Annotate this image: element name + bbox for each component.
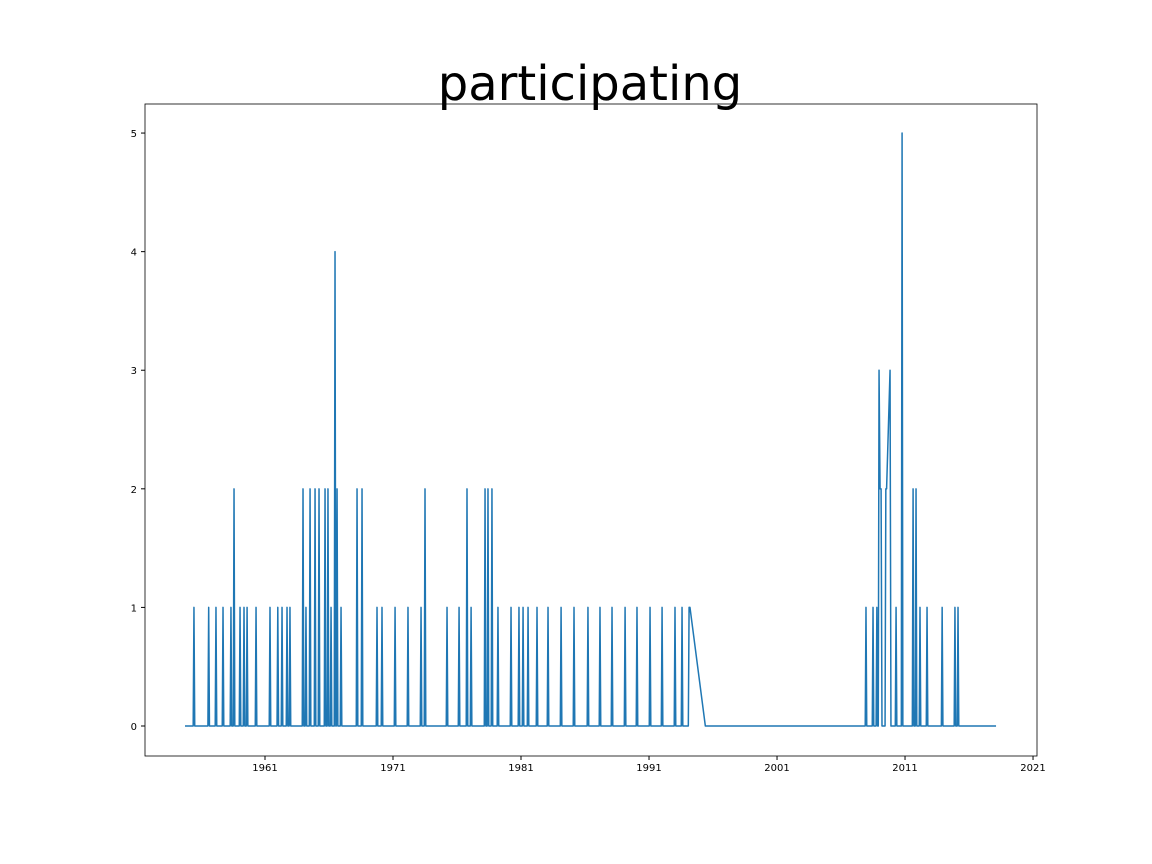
plot-frame: [144, 103, 1038, 757]
x-tick-label: 1981: [508, 763, 533, 774]
y-tick-label: 3: [131, 366, 137, 377]
x-tick-label: 1971: [380, 763, 405, 774]
series-line: [185, 132, 997, 727]
x-tick-label: 2021: [1020, 763, 1045, 774]
y-tick-label: 1: [131, 603, 137, 614]
y-tick-label: 5: [131, 129, 137, 140]
y-tick-label: 0: [131, 722, 137, 733]
y-tick-label: 2: [131, 485, 137, 496]
chart-title: participating: [438, 56, 742, 112]
x-tick-label: 1961: [252, 763, 277, 774]
y-tick-label: 4: [131, 248, 137, 259]
x-tick-label: 2001: [764, 763, 789, 774]
x-tick-label: 2011: [892, 763, 917, 774]
x-tick-label: 1991: [636, 763, 661, 774]
